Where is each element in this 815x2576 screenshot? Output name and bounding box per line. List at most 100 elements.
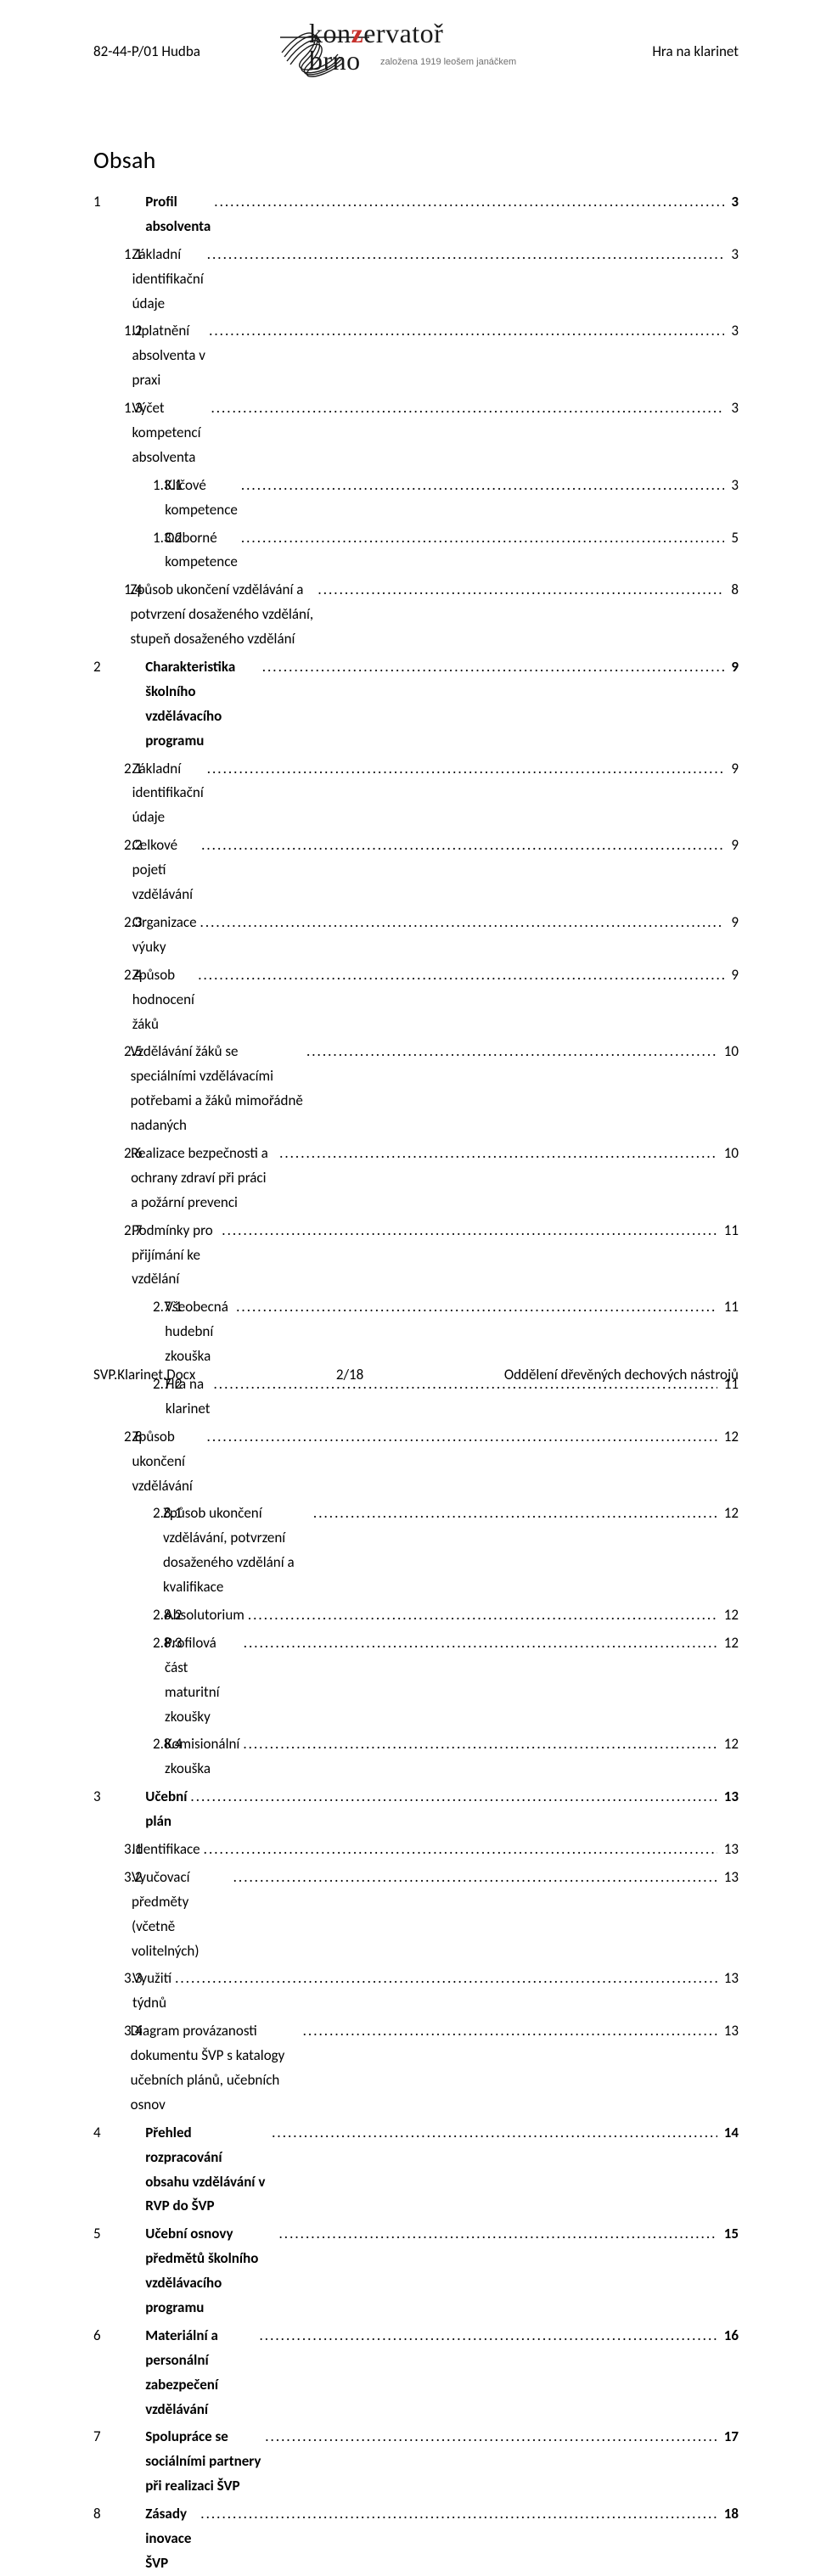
toc-leader-dots xyxy=(244,1631,717,1656)
toc-number: 8 xyxy=(93,2502,129,2527)
toc-row: 3.4 Diagram provázanosti dokumentu ŠVP s… xyxy=(124,2019,739,2118)
toc-label: Všeobecná hudební zkouška xyxy=(165,1295,233,1369)
toc-leader-dots xyxy=(279,1142,717,1166)
toc-page-number: 3 xyxy=(728,396,739,421)
toc-row: 2.5 Vzdělávání žáků se speciálními vzděl… xyxy=(124,1040,739,1138)
toc-label: Materiální a personální zabezpečení vzdě… xyxy=(145,2324,256,2422)
toc-row: 2 Charakteristika školního vzdělávacího … xyxy=(93,655,739,754)
toc-row: 6 Materiální a personální zabezpečení vz… xyxy=(93,2324,739,2422)
toc-label: Podmínky pro přijímání ke vzdělání xyxy=(132,1219,218,1293)
toc-page-number: 12 xyxy=(721,1501,739,1526)
toc-row: 3.1 Identifikace13 xyxy=(124,1838,739,1862)
toc-label: Způsob ukončení vzdělávání xyxy=(132,1425,203,1499)
toc-leader-dots xyxy=(262,655,725,680)
toc-leader-dots xyxy=(272,2121,717,2146)
toc-number: 3.3 xyxy=(124,1967,132,1991)
toc-leader-dots xyxy=(211,396,724,421)
toc-leader-dots xyxy=(279,2222,717,2247)
toc-label: Profil absolventa xyxy=(145,190,211,239)
toc-page-number: 9 xyxy=(728,655,739,680)
toc-label: Vzdělávání žáků se speciálními vzdělávac… xyxy=(131,1040,303,1138)
toc-leader-dots xyxy=(248,1603,717,1628)
toc-leader-dots xyxy=(241,526,725,551)
toc-leader-dots xyxy=(201,833,724,858)
toc-page-number: 10 xyxy=(721,1040,739,1064)
toc-number: 3.2 xyxy=(124,1866,132,1890)
toc-row: 2.8.2 Absolutorium12 xyxy=(153,1603,739,1628)
toc-row: 8 Zásady inovace ŠVP18 xyxy=(93,2502,739,2576)
toc-label: Realizace bezpečnosti a ochrany zdraví p… xyxy=(131,1142,276,1215)
toc-row: 2.7.1 Všeobecná hudební zkouška11 xyxy=(153,1295,739,1369)
toc-gap xyxy=(129,2324,145,2349)
toc-leader-dots xyxy=(259,2324,717,2349)
logo-text-line1: konzervatoř xyxy=(309,18,443,48)
toc-leader-dots xyxy=(303,2019,717,2044)
footer-center: 2/18 xyxy=(336,1366,363,1383)
toc-number: 4 xyxy=(93,2121,129,2146)
toc-page-number: 9 xyxy=(728,963,739,988)
toc-number: 2.5 xyxy=(124,1040,131,1064)
toc-number: 1.2 xyxy=(124,319,132,344)
toc-row: 2.3 Organizace výuky9 xyxy=(124,911,739,960)
toc-page-number: 9 xyxy=(728,911,739,935)
toc-row: 3.2 Vyučovací předměty (včetně volitelný… xyxy=(124,1866,739,1964)
toc-page-number: 8 xyxy=(728,578,739,603)
toc-number: 3 xyxy=(93,1785,129,1810)
toc-page-number: 10 xyxy=(721,1142,739,1166)
toc-gap xyxy=(129,2121,145,2146)
toc-row: 1 Profil absolventa3 xyxy=(93,190,739,239)
toc-row: 2.7 Podmínky pro přijímání ke vzdělání11 xyxy=(124,1219,739,1293)
toc-row: 4 Přehled rozpracování obsahu vzdělávání… xyxy=(93,2121,739,2220)
toc-row: 2.8.1 Způsob ukončení vzdělávání, potvrz… xyxy=(153,1501,739,1600)
toc-leader-dots xyxy=(236,1295,717,1320)
toc-leader-dots xyxy=(198,963,724,988)
toc-label: Základní identifikační údaje xyxy=(132,243,204,317)
toc-row: 1.4 Způsob ukončení vzdělávání a potvrze… xyxy=(124,578,739,652)
toc-number: 1 xyxy=(93,190,129,215)
toc-label: Učební osnovy předmětů školního vzděláva… xyxy=(145,2222,275,2321)
toc-page-number: 12 xyxy=(721,1631,739,1656)
toc-label: Spolupráce se sociálními partnery při re… xyxy=(145,2425,261,2499)
logo-text-line2: brno xyxy=(309,45,361,76)
toc-leader-dots xyxy=(241,474,725,498)
page: 82-44-P/01 Hudba Hra na klarinet konzerv… xyxy=(0,0,815,1416)
toc-gap xyxy=(129,1785,145,1810)
toc-label: Celkové pojetí vzdělávání xyxy=(132,833,198,907)
toc-page-number: 14 xyxy=(721,2121,739,2146)
toc-row: 1.2 Uplatnění absolventa v praxi 3 xyxy=(124,319,739,393)
toc-leader-dots xyxy=(207,757,725,782)
toc-leader-dots xyxy=(200,911,725,935)
toc-leader-dots xyxy=(222,1219,717,1243)
toc-number: 5 xyxy=(93,2222,129,2247)
toc-row: 2.8.4 Komisionální zkouška12 xyxy=(153,1732,739,1782)
header-left: 82-44-P/01 Hudba xyxy=(93,42,200,60)
toc-label: Organizace výuky xyxy=(132,911,197,960)
toc-number: 2.2 xyxy=(124,833,132,858)
toc-page-number: 11 xyxy=(721,1295,739,1320)
toc-page-number: 12 xyxy=(721,1603,739,1628)
toc-number: 2.8.3 xyxy=(153,1631,165,1656)
toc-page-number: 17 xyxy=(721,2425,739,2450)
toc-leader-dots xyxy=(190,1785,717,1810)
toc-row: 2.8 Způsob ukončení vzdělávání12 xyxy=(124,1425,739,1499)
toc-label: Uplatnění absolventa v praxi xyxy=(132,319,206,393)
footer-left: SVP.Klarinet.Docx xyxy=(93,1366,195,1383)
toc-row: 5 Učební osnovy předmětů školního vzdělá… xyxy=(93,2222,739,2321)
toc-label: Diagram provázanosti dokumentu ŠVP s kat… xyxy=(131,2019,300,2118)
toc-label: Základní identifikační údaje xyxy=(132,757,204,831)
toc-page-number: 3 xyxy=(728,319,739,344)
toc-page-number: 18 xyxy=(721,2502,739,2527)
toc-number: 2.6 xyxy=(124,1142,131,1166)
toc-page-number: 16 xyxy=(721,2324,739,2349)
toc-label: Profilová část maturitní zkoušky xyxy=(165,1631,240,1730)
toc-number: 2 xyxy=(93,655,129,680)
toc-page-number: 11 xyxy=(721,1219,739,1243)
toc-label: Klíčové kompetence xyxy=(165,474,238,523)
toc-number: 1.3.2 xyxy=(153,526,165,551)
toc-title: Obsah xyxy=(93,145,739,175)
toc-label: Učební plán xyxy=(145,1785,187,1834)
toc-gap xyxy=(129,655,145,680)
toc-number: 2.1 xyxy=(124,757,132,782)
toc-row: 1.3.1 Klíčové kompetence3 xyxy=(153,474,739,523)
logo-svg: konzervatoř brno založena 1919 leošem ja… xyxy=(280,10,535,92)
